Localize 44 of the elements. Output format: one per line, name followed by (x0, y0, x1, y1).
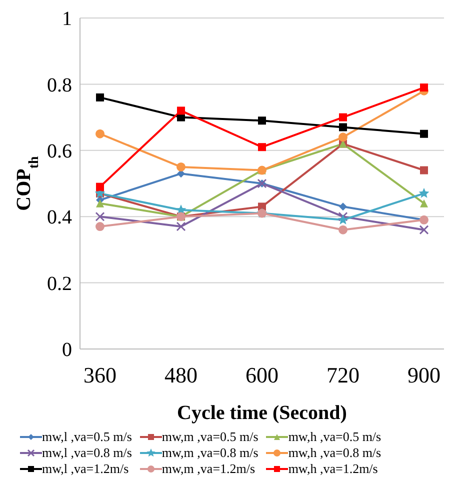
point (338, 214, 348, 224)
y-tick-label: 0.2 (47, 272, 72, 295)
y-tick-label: 0.4 (47, 206, 72, 229)
point (420, 166, 428, 174)
point (338, 225, 348, 234)
point (420, 199, 428, 208)
x-tick-label: 480 (164, 362, 198, 388)
point (95, 212, 105, 222)
x-tick-label: 900 (408, 362, 440, 388)
point (339, 123, 347, 132)
point (96, 182, 104, 191)
legend-label: mw,l ,va=0.5 m/s (42, 429, 132, 445)
point (418, 188, 430, 198)
point (338, 132, 348, 142)
point (176, 222, 186, 232)
legend-label: mw,l ,va=1.2m/s (42, 461, 129, 477)
point (96, 129, 104, 138)
legend-label: mw,l ,va=0.8 m/s (42, 445, 132, 461)
y-tick-label: 0.6 (47, 140, 72, 162)
x-tick-label: 600 (246, 362, 278, 388)
point (419, 225, 429, 235)
y-tick-label: 1 (62, 8, 72, 30)
point (420, 84, 428, 92)
y-tick-label: 0.8 (47, 74, 72, 96)
point (176, 162, 186, 172)
legend-label: mw,m ,va=0.8 m/s (162, 445, 258, 461)
legend-label: mw,h ,va=0.8 m/s (288, 445, 382, 461)
point (96, 93, 104, 102)
x-axis-title: Cycle time (Second) (177, 402, 347, 424)
point (339, 113, 347, 122)
x-tick-label: 720 (326, 362, 360, 388)
point (339, 202, 347, 211)
point (177, 106, 185, 115)
x-tick-label: 360 (84, 362, 116, 388)
point (96, 222, 104, 232)
point (258, 116, 266, 125)
legend-label: mw,m ,va=0.5 m/s (162, 429, 258, 445)
y-tick-label: 0 (62, 339, 72, 362)
point (96, 199, 104, 208)
legend-label: mw,h ,va=0.5 m/s (288, 429, 382, 445)
legend-label: mw,m ,va=1.2m/s (162, 461, 256, 477)
point (420, 130, 428, 138)
point (258, 143, 266, 152)
legend-label: mw,h ,va=1.2m/s (288, 461, 378, 477)
